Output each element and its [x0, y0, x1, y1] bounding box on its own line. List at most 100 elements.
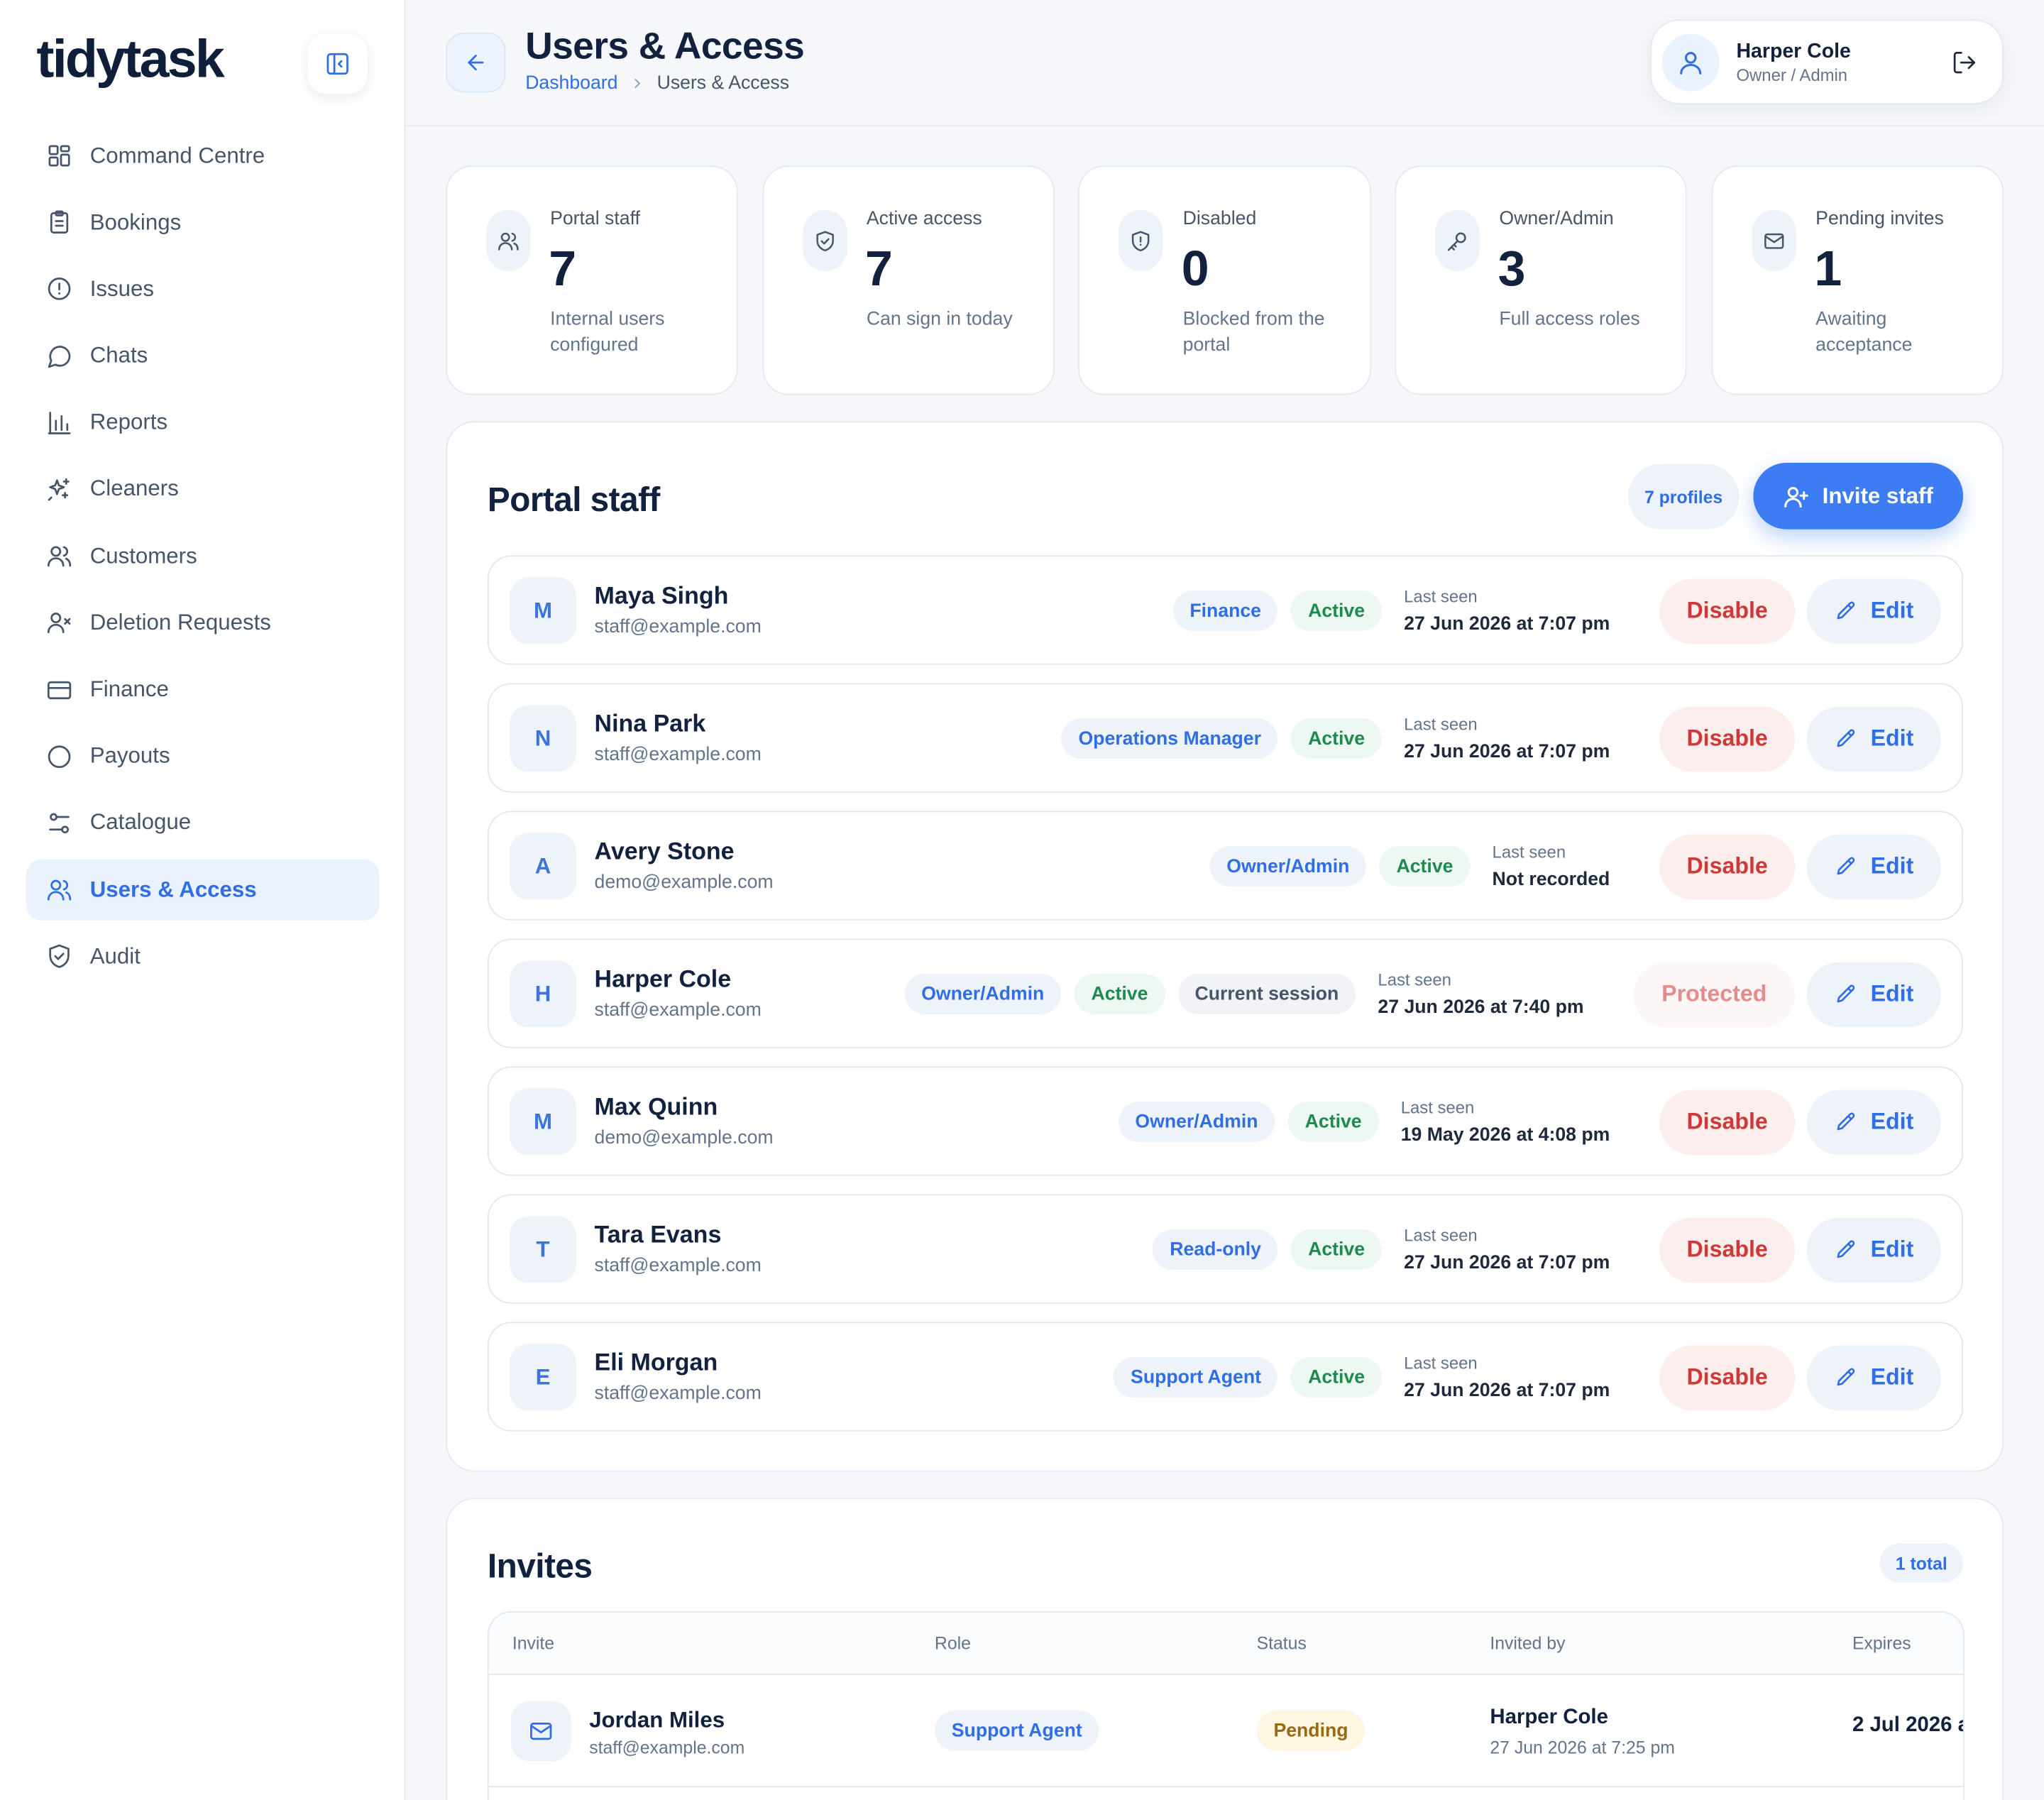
- sidebar-item-label: Users & Access: [89, 877, 257, 902]
- sidebar-item-command-centre[interactable]: Command Centre: [26, 125, 380, 186]
- disable-button[interactable]: Disable: [1659, 1089, 1796, 1155]
- stat-description: Can sign in today: [866, 309, 1013, 330]
- last-seen-value: 19 May 2026 at 4:08 pm: [1400, 1125, 1610, 1146]
- sidebar-item-issues[interactable]: Issues: [26, 258, 380, 319]
- sidebar-item-label: Reports: [89, 410, 168, 435]
- sidebar-item-payouts[interactable]: Payouts: [26, 725, 380, 786]
- pencil-icon: [1834, 982, 1857, 1006]
- users-icon: [486, 209, 531, 272]
- last-seen: Last seen 27 Jun 2026 at 7:07 pm: [1404, 1225, 1610, 1273]
- portal-staff-title: Portal staff: [487, 479, 660, 520]
- bar-chart-icon: [44, 408, 72, 437]
- table-row[interactable]: Jordan Miles staff@example.com Support A…: [488, 1675, 1964, 1788]
- invite-staff-label: Invite staff: [1822, 483, 1933, 508]
- edit-label: Edit: [1870, 725, 1914, 751]
- users-icon: [44, 542, 72, 570]
- disable-button[interactable]: Disable: [1659, 706, 1796, 772]
- user-menu[interactable]: Harper Cole Owner / Admin: [1650, 19, 2004, 104]
- list-item: E Eli Morgan staff@example.com Support Agen…: [487, 1322, 1964, 1432]
- status-badge: Active: [1379, 846, 1471, 887]
- edit-button[interactable]: Edit: [1806, 706, 1941, 772]
- logout-button[interactable]: [1949, 47, 1980, 78]
- stat-label: Disabled: [1182, 208, 1257, 230]
- pencil-icon: [1834, 727, 1857, 750]
- clipboard-icon: [44, 208, 72, 236]
- status-badge: Active: [1291, 591, 1382, 631]
- sparkles-icon: [44, 475, 72, 503]
- last-seen-label: Last seen: [1378, 970, 1451, 990]
- edit-button[interactable]: Edit: [1806, 1217, 1941, 1283]
- sidebar-collapse-icon: [326, 53, 348, 75]
- edit-button[interactable]: Edit: [1806, 1344, 1941, 1410]
- status-badge: Active: [1291, 718, 1382, 759]
- last-seen: Last seen 27 Jun 2026 at 7:40 pm: [1378, 970, 1583, 1019]
- invite-status-badge: Pending: [1256, 1710, 1366, 1751]
- last-seen: Last seen 27 Jun 2026 at 7:07 pm: [1404, 1353, 1610, 1401]
- edit-button[interactable]: Edit: [1806, 1089, 1941, 1155]
- invites-table: Invite Role Status Invited by Expires Jo…: [487, 1611, 1965, 1800]
- pencil-icon: [1834, 855, 1857, 878]
- sidebar-item-audit[interactable]: Audit: [26, 926, 380, 987]
- sidebar-item-users-and-access[interactable]: Users & Access: [26, 859, 380, 921]
- staff-row-meta: Owner/Admin Active Current session Last see…: [904, 961, 1941, 1028]
- sidebar: tidytask Command Centre Bookings Issues Cha…: [0, 0, 406, 1800]
- sidebar-item-deletion-requests[interactable]: Deletion Requests: [26, 592, 380, 653]
- mail-icon: [510, 1701, 571, 1762]
- col-role: Role: [934, 1633, 971, 1653]
- invite-email: staff@example.com: [589, 1738, 745, 1757]
- invite-staff-button[interactable]: Invite staff: [1753, 463, 1964, 529]
- disable-button[interactable]: Disable: [1659, 833, 1796, 899]
- stat-value: 7: [865, 242, 893, 297]
- staff-name: Tara Evans: [594, 1220, 722, 1248]
- stat-label: Portal staff: [550, 208, 640, 230]
- sidebar-item-chats[interactable]: Chats: [26, 325, 380, 386]
- shield-alert-icon: [1119, 209, 1164, 272]
- user-name: Harper Cole: [1736, 40, 1851, 63]
- role-badge: Owner/Admin: [904, 974, 1062, 1014]
- staff-row-meta: Finance Active Last seen 27 Jun 2026 at 7:0…: [1172, 578, 1941, 644]
- disable-button[interactable]: Disable: [1659, 1344, 1796, 1410]
- sliders-icon: [44, 808, 72, 837]
- list-item: H Harper Cole staff@example.com Owner/Admin…: [487, 938, 1964, 1048]
- pencil-icon: [1834, 1110, 1857, 1134]
- edit-button[interactable]: Edit: [1806, 578, 1941, 644]
- sidebar-item-label: Command Centre: [89, 143, 265, 168]
- sidebar-item-finance[interactable]: Finance: [26, 659, 380, 720]
- role-badge: Operations Manager: [1061, 718, 1278, 759]
- sidebar-item-customers[interactable]: Customers: [26, 525, 380, 586]
- invites-count-badge: 1 total: [1879, 1543, 1964, 1583]
- sidebar-collapse-button[interactable]: [307, 33, 368, 94]
- circle-icon: [44, 742, 72, 770]
- staff-name: Eli Morgan: [594, 1348, 718, 1376]
- back-button[interactable]: [446, 32, 506, 93]
- avatar: M: [510, 1088, 576, 1156]
- last-seen-label: Last seen: [1404, 1225, 1478, 1246]
- chat-bubble-icon: [44, 341, 72, 370]
- stat-card-pending-invites: Pending invites 1 Awaiting acceptance: [1711, 165, 2004, 395]
- shield-check-icon: [802, 209, 847, 272]
- disable-button[interactable]: Disable: [1659, 578, 1796, 644]
- sidebar-item-label: Customers: [89, 543, 197, 569]
- sidebar-item-bookings[interactable]: Bookings: [26, 192, 380, 253]
- edit-button[interactable]: Edit: [1806, 833, 1941, 899]
- staff-email: staff@example.com: [594, 999, 762, 1021]
- disable-button[interactable]: Disable: [1659, 1217, 1796, 1283]
- sidebar-item-reports[interactable]: Reports: [26, 392, 380, 453]
- avatar: E: [510, 1344, 576, 1411]
- app-logo[interactable]: tidytask: [36, 28, 224, 89]
- breadcrumb-dashboard-link[interactable]: Dashboard: [525, 72, 618, 94]
- staff-email: staff@example.com: [594, 1383, 762, 1405]
- col-status: Status: [1256, 1633, 1307, 1653]
- sidebar-item-label: Chats: [89, 343, 148, 368]
- stat-value: 7: [549, 242, 577, 297]
- sidebar-item-cleaners[interactable]: Cleaners: [26, 459, 380, 520]
- sidebar-item-catalogue[interactable]: Catalogue: [26, 792, 380, 853]
- last-seen-value: 27 Jun 2026 at 7:40 pm: [1378, 997, 1584, 1019]
- stats-row: Portal staff 7 Internal users configured Ac…: [446, 165, 2004, 395]
- breadcrumb: Dashboard Users & Access: [525, 73, 789, 94]
- staff-row-meta: Owner/Admin Active Last seen Not recorded Di…: [1209, 833, 1941, 900]
- edit-button[interactable]: Edit: [1806, 961, 1941, 1027]
- portal-staff-panel: Portal staff 7 profiles Invite staff M Ma…: [446, 421, 2004, 1472]
- status-badge: Active: [1074, 974, 1165, 1014]
